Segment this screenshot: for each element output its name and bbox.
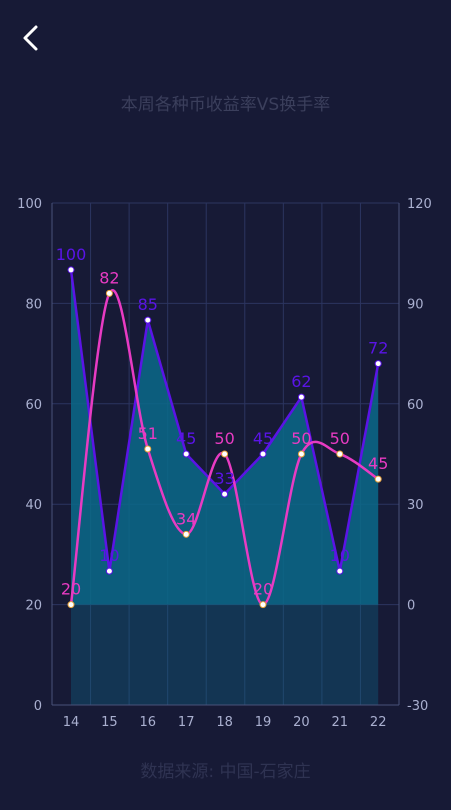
x-tick-label: 19	[255, 715, 272, 730]
area-lower-band	[71, 604, 379, 705]
series-a-label: 10	[99, 546, 119, 565]
left-tick-label: 40	[25, 498, 42, 513]
series-b-label: 51	[138, 424, 158, 443]
series-a-point	[105, 567, 113, 575]
right-tick-label: 30	[407, 498, 424, 513]
left-tick-label: 20	[25, 599, 42, 614]
x-tick-label: 22	[370, 715, 387, 730]
x-tick-label: 15	[101, 715, 118, 730]
series-a-label: 100	[56, 245, 87, 264]
series-a-label: 10	[330, 546, 350, 565]
right-tick-label: 90	[407, 297, 424, 312]
series-b-label: 20	[253, 580, 273, 599]
series-b-point	[144, 445, 152, 453]
series-a-point	[182, 450, 190, 458]
series-a-area	[71, 269, 379, 605]
area-layer	[71, 269, 379, 705]
series-b-point	[374, 475, 382, 483]
left-tick-label: 0	[34, 699, 42, 714]
series-a-label: 85	[138, 295, 158, 314]
data-labels: 100 10 85 45 33 45 62 10 72 20 82 51 34 50 20 50 50 45	[56, 245, 389, 599]
series-a-label: 45	[253, 429, 273, 448]
chevron-left-icon	[23, 25, 38, 51]
series-b-label: 20	[61, 580, 81, 599]
series-b-point	[297, 450, 305, 458]
series-a-point	[259, 450, 267, 458]
series-a-label: 45	[176, 429, 196, 448]
series-b-point	[336, 450, 344, 458]
back-button[interactable]	[16, 22, 48, 54]
x-tick-label: 20	[293, 715, 310, 730]
data-source: 数据来源: 中国-石家庄	[140, 762, 311, 782]
series-b-point	[67, 601, 75, 609]
series-a-point	[336, 567, 344, 575]
series-a-point	[144, 316, 152, 324]
axes: 0 20 40 60 80 100 -30 0 30 60 90 120 14 15 16 17 18 19 20 2…	[17, 197, 432, 730]
series-a-label: 72	[368, 339, 388, 358]
series-b-label: 50	[214, 429, 234, 448]
chart-title: 本周各种币收益率VS换手率	[120, 95, 331, 115]
x-tick-label: 14	[63, 715, 80, 730]
x-tick-label: 18	[216, 715, 233, 730]
points-layer	[67, 266, 382, 609]
series-a-point	[297, 393, 305, 401]
x-tick-label: 16	[140, 715, 157, 730]
series-b-label: 50	[291, 429, 311, 448]
series-a-point	[374, 360, 382, 368]
series-b-point	[105, 289, 113, 297]
right-tick-label: 60	[407, 398, 424, 413]
series-b-label: 34	[176, 509, 196, 528]
series-a-point	[67, 266, 75, 274]
series-b-point	[221, 450, 229, 458]
right-tick-label: 120	[407, 197, 432, 212]
series-b-point	[259, 601, 267, 609]
left-tick-label: 60	[25, 398, 42, 413]
left-tick-label: 100	[17, 197, 42, 212]
right-tick-label: 0	[407, 599, 415, 614]
right-tick-label: -30	[407, 699, 428, 714]
x-tick-label: 17	[178, 715, 195, 730]
series-b-point	[182, 530, 190, 538]
series-a-point	[221, 490, 229, 498]
series-b-label: 82	[99, 268, 119, 287]
x-tick-label: 21	[332, 715, 349, 730]
series-b-label: 45	[368, 454, 388, 473]
series-a-label: 33	[214, 469, 234, 488]
left-tick-label: 80	[25, 297, 42, 312]
series-a-label: 62	[291, 372, 311, 391]
series-b-label: 50	[330, 429, 350, 448]
